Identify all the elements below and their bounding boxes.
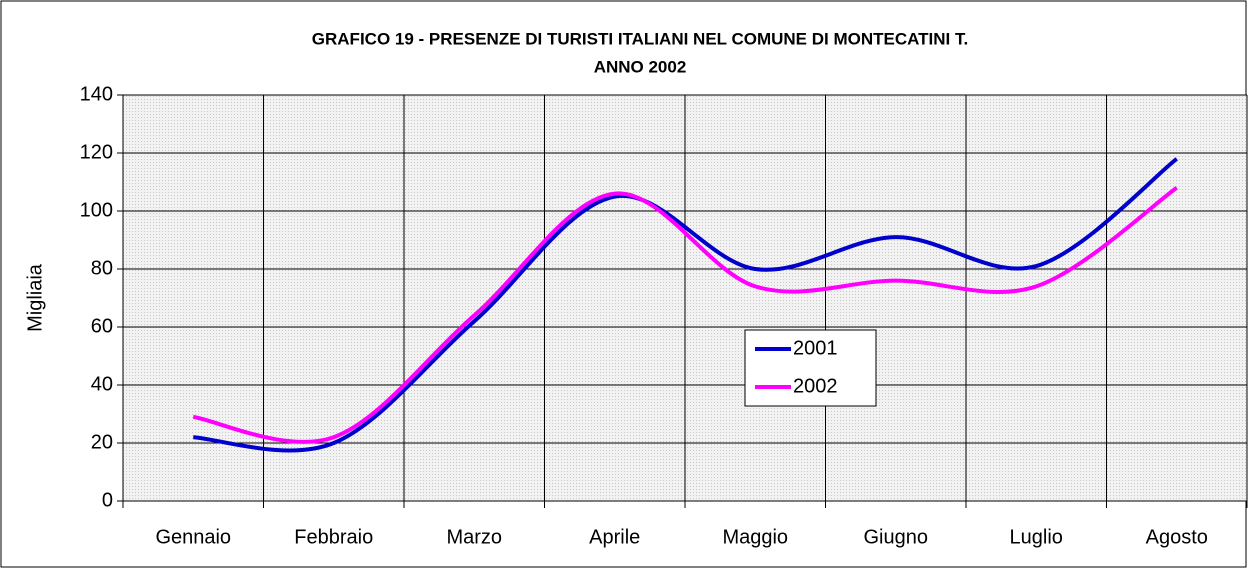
y-tick-label: 20 xyxy=(91,431,113,453)
y-tick-label: 40 xyxy=(91,373,113,395)
y-tick-label: 80 xyxy=(91,257,113,279)
x-tick-label: Febbraio xyxy=(294,526,373,548)
x-tick-label: Luglio xyxy=(1010,526,1063,548)
y-tick-label: 0 xyxy=(102,489,113,511)
y-tick-label: 140 xyxy=(80,83,113,105)
x-tick-label: Maggio xyxy=(722,526,788,548)
y-axis-label: Migliaia xyxy=(24,263,46,332)
legend-box xyxy=(744,329,877,407)
x-tick-label: Giugno xyxy=(864,526,929,548)
x-tick-label: Aprile xyxy=(589,526,640,548)
x-tick-label: Gennaio xyxy=(155,526,231,548)
y-tick-label: 60 xyxy=(91,315,113,337)
chart-subtitle: ANNO 2002 xyxy=(594,57,687,76)
y-tick-label: 120 xyxy=(80,141,113,163)
legend-label: 2002 xyxy=(793,375,838,397)
y-tick-label: 100 xyxy=(80,199,113,221)
chart-title: GRAFICO 19 - PRESENZE DI TURISTI ITALIAN… xyxy=(312,29,968,48)
x-tick-label: Marzo xyxy=(446,526,502,548)
line-series xyxy=(192,186,1178,444)
legend-label: 2001 xyxy=(793,337,838,359)
line-series xyxy=(193,157,1178,453)
x-tick-label: Agosto xyxy=(1146,526,1208,548)
